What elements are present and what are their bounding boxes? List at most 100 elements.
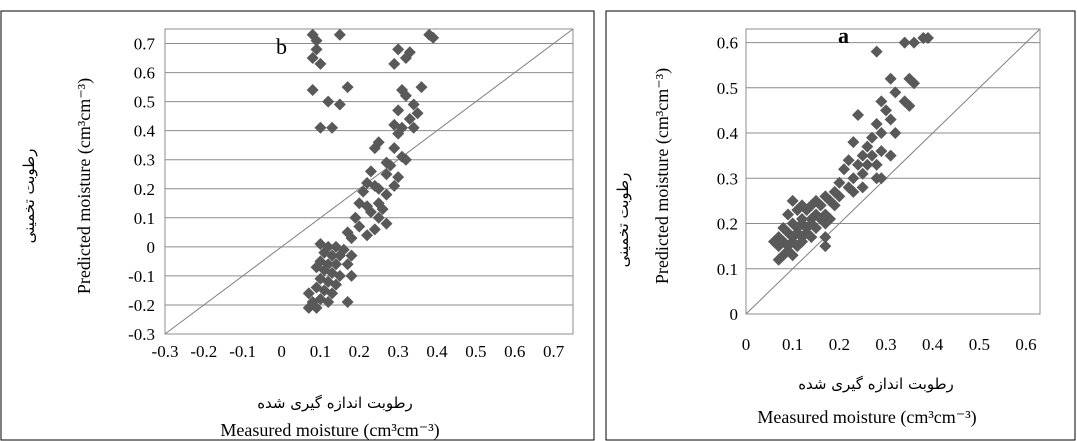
data-point [856, 181, 869, 194]
y-tick-label: 0.1 [134, 209, 155, 228]
data-point [875, 95, 888, 108]
data-point [870, 118, 883, 130]
data-point [345, 269, 358, 282]
data-point [866, 131, 878, 144]
y-tick-label: 0.1 [717, 260, 738, 279]
data-point [838, 163, 850, 176]
data-point [392, 43, 405, 56]
data-point [870, 158, 883, 171]
data-point [805, 231, 818, 244]
panel-b-frame [0, 10, 595, 441]
y-tick-label: 0.7 [134, 35, 156, 54]
panel-a-x-axis-title-fa: رطوبت اندازه گیری شده [798, 375, 954, 393]
data-point [819, 217, 832, 230]
data-point [392, 104, 405, 117]
y-tick-label: 0 [147, 238, 156, 257]
data-point [329, 258, 342, 271]
data-point [833, 190, 846, 203]
data-point [875, 145, 888, 158]
data-point [772, 240, 785, 253]
data-point [810, 222, 822, 235]
x-tick-label: 0.5 [465, 342, 486, 361]
data-point [380, 217, 393, 230]
x-tick-label: -0.3 [152, 342, 179, 361]
panel-b-x-axis-title: Measured moisture (cm³cm⁻³) [220, 420, 439, 441]
data-point [322, 95, 335, 108]
x-tick-label: 0.1 [782, 335, 803, 354]
y-tick-label: 0.3 [134, 151, 155, 170]
data-point [898, 36, 911, 49]
panel-b-label: b [276, 34, 287, 59]
data-point [380, 188, 393, 201]
data-point [884, 113, 897, 126]
panel-a-y-axis-title: Predicted moisture (cm³cm⁻³) [652, 68, 673, 284]
data-point [361, 229, 374, 242]
panel-b-x-axis-title-fa: رطوبت اندازه گیری شده [257, 394, 413, 412]
data-point [372, 211, 385, 224]
panel-a-frame [605, 10, 1076, 441]
data-point [326, 121, 339, 134]
data-point [777, 249, 790, 262]
panel-b-axes [164, 28, 574, 335]
data-point [333, 269, 346, 282]
panel-b-y-axis-title: Predicted moisture (cm³cm⁻³) [74, 78, 95, 294]
data-point [329, 278, 342, 291]
data-point [388, 179, 401, 192]
data-point [411, 107, 424, 120]
data-point [908, 36, 920, 49]
x-tick-label: -0.1 [229, 342, 256, 361]
data-point [322, 296, 335, 309]
x-tick-label: 0.1 [310, 342, 331, 361]
data-point [310, 301, 323, 314]
x-tick-label: 0.3 [388, 342, 409, 361]
data-point [852, 158, 864, 171]
data-point [345, 232, 358, 245]
chart-panel-b: -0.3-0.2-0.100.10.20.30.40.50.60.7 -0.3-… [0, 10, 595, 441]
data-point [403, 113, 416, 126]
data-point [889, 127, 902, 140]
panel-a-reference-line [745, 28, 1041, 315]
x-tick-label: 0.7 [543, 342, 565, 361]
data-point [884, 149, 897, 162]
data-point [310, 43, 323, 56]
data-point [908, 77, 920, 90]
data-point [341, 258, 354, 271]
data-point [353, 220, 366, 233]
y-tick-label: 0.6 [717, 34, 738, 53]
data-point [772, 253, 785, 266]
data-point [819, 240, 832, 253]
data-point [364, 206, 377, 218]
data-point [782, 208, 794, 221]
y-tick-label: 0.4 [134, 122, 156, 141]
data-point [392, 127, 405, 140]
data-point [842, 154, 855, 167]
data-point [922, 32, 934, 45]
data-point [341, 296, 354, 309]
data-point [786, 249, 799, 262]
data-point [875, 172, 888, 185]
data-point [376, 203, 389, 216]
y-tick-label: 0.2 [717, 215, 738, 234]
plot-area [745, 28, 1041, 315]
y-tick-label: -0.2 [128, 296, 155, 315]
data-point [384, 159, 397, 172]
data-point [314, 57, 327, 70]
x-tick-label: 0.6 [1015, 335, 1036, 354]
data-point [302, 301, 315, 314]
data-point [880, 104, 892, 117]
data-point [847, 136, 860, 149]
data-point [415, 81, 428, 94]
data-point [302, 287, 315, 300]
data-point [388, 142, 401, 155]
y-tick-label: -0.3 [128, 325, 155, 344]
data-point [333, 249, 346, 262]
panel-a-label: a [838, 23, 849, 48]
data-point [341, 81, 354, 94]
data-point [814, 199, 827, 212]
x-tick-label: 0 [277, 342, 286, 361]
panel-a-y-tick-labels: 0 0.1 0.2 0.3 0.4 0.5 0.6 [717, 34, 739, 324]
x-tick-label: -0.2 [190, 342, 217, 361]
data-point [847, 185, 860, 198]
data-point [875, 127, 888, 140]
